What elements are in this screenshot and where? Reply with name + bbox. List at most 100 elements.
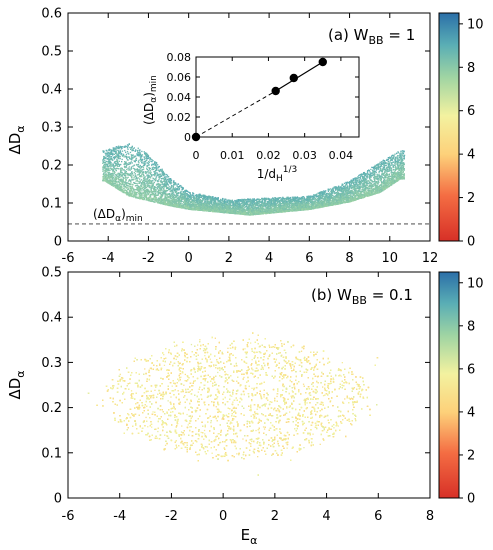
point [128, 163, 130, 166]
point [154, 167, 156, 169]
point [219, 201, 221, 204]
point [117, 181, 119, 183]
point [402, 155, 404, 157]
point [374, 183, 376, 185]
point [243, 198, 246, 201]
point [388, 174, 390, 176]
point [308, 204, 310, 206]
point [128, 174, 130, 176]
point [402, 150, 404, 152]
point [270, 199, 272, 201]
point [368, 181, 370, 184]
point [166, 176, 168, 178]
point [174, 183, 176, 185]
point [352, 185, 355, 187]
point [382, 167, 384, 169]
point [147, 180, 149, 182]
point [238, 199, 241, 201]
point [137, 153, 139, 156]
point [392, 176, 394, 178]
point [177, 194, 179, 196]
point [371, 192, 373, 194]
point [345, 183, 348, 186]
point [401, 160, 403, 162]
point [356, 190, 359, 192]
point [319, 201, 321, 203]
point [247, 204, 249, 206]
point [297, 202, 299, 204]
point [367, 176, 369, 178]
point [204, 202, 206, 205]
point [152, 183, 155, 185]
point [141, 159, 143, 161]
point [352, 198, 354, 200]
point [133, 168, 136, 170]
point [112, 171, 114, 173]
point [157, 192, 159, 194]
point [131, 157, 133, 159]
point [152, 187, 154, 189]
point [318, 201, 320, 203]
point [378, 179, 380, 181]
point [166, 199, 168, 201]
point [125, 153, 128, 155]
point [283, 199, 285, 201]
point [293, 197, 296, 199]
point [219, 208, 222, 210]
point [220, 201, 223, 204]
point [118, 174, 121, 177]
point [392, 165, 394, 167]
point [311, 205, 314, 207]
point [295, 199, 297, 201]
point [359, 178, 362, 180]
point [362, 194, 364, 196]
point [140, 185, 143, 187]
point [159, 175, 162, 177]
point [151, 175, 153, 177]
point [159, 183, 161, 185]
point [119, 182, 121, 184]
point [192, 205, 194, 208]
point [120, 148, 122, 150]
point [125, 155, 127, 157]
point [138, 173, 140, 175]
point [335, 196, 337, 198]
point [115, 151, 117, 154]
point [161, 170, 164, 172]
point [366, 192, 369, 195]
point [381, 168, 383, 170]
point [149, 176, 151, 178]
point [121, 179, 123, 181]
point [118, 187, 120, 189]
point [391, 164, 393, 166]
point [344, 195, 346, 197]
point [351, 195, 353, 197]
point [152, 190, 154, 193]
point [376, 173, 378, 175]
point [340, 194, 342, 196]
point [116, 163, 118, 166]
point [370, 191, 372, 193]
point [104, 160, 106, 162]
point [363, 171, 366, 174]
point [304, 201, 306, 203]
point [113, 165, 115, 167]
point [142, 187, 144, 189]
point [160, 186, 162, 188]
point [348, 192, 350, 194]
point [116, 146, 118, 148]
point [344, 191, 347, 193]
point [380, 161, 383, 163]
point [117, 147, 119, 149]
point [332, 196, 334, 199]
point [325, 190, 327, 192]
point [165, 178, 167, 180]
point [145, 154, 148, 156]
point [362, 187, 364, 189]
point [288, 199, 290, 201]
point [142, 164, 145, 167]
point [324, 196, 326, 198]
point [158, 180, 160, 182]
point [168, 180, 170, 183]
point [133, 147, 135, 149]
